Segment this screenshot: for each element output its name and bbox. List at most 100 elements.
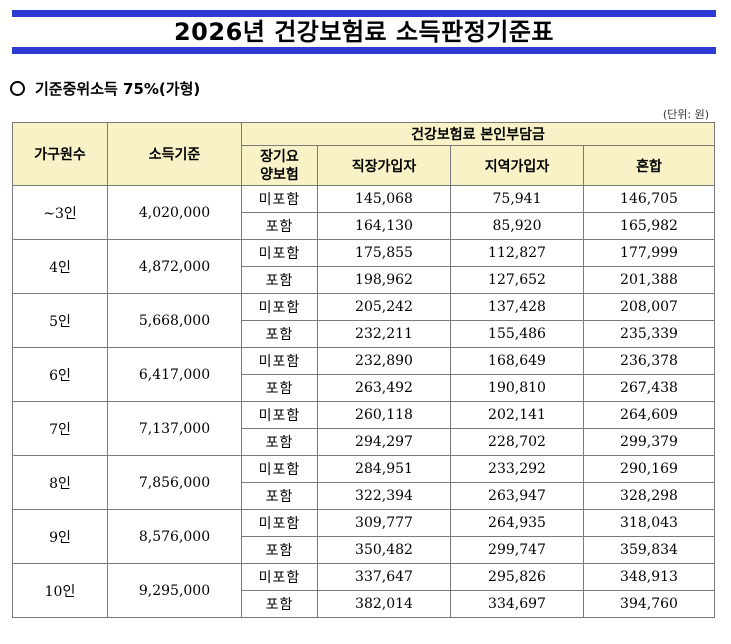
table-row: 포함 164,130 85,920 165,982 bbox=[13, 212, 715, 240]
ltc-cell: 미포함 bbox=[241, 293, 318, 321]
header-regional: 지역가입자 bbox=[450, 145, 584, 186]
regional-cell: 127,652 bbox=[450, 266, 584, 294]
workplace-cell: 232,890 bbox=[317, 347, 451, 375]
mixed-cell: 146,705 bbox=[583, 185, 715, 213]
table-row: 포함 263,492 190,810 267,438 bbox=[13, 374, 715, 402]
section-heading-text: 기준중위소득 75%(가형) bbox=[35, 80, 201, 98]
regional-cell: 168,649 bbox=[450, 347, 584, 375]
ltc-cell: 미포함 bbox=[241, 563, 318, 591]
header-household: 가구원수 bbox=[12, 122, 108, 186]
income-cell: 4,020,000 bbox=[107, 185, 242, 240]
header-income: 소득기준 bbox=[107, 122, 242, 186]
table-row: 4인 4,872,000 미포함 175,855 112,827 177,999 bbox=[12, 239, 715, 294]
ltc-cell: 포함 bbox=[241, 374, 318, 402]
workplace-cell: 309,777 bbox=[317, 509, 451, 537]
title-bar-bottom bbox=[12, 47, 716, 54]
workplace-cell: 260,118 bbox=[317, 401, 451, 429]
mixed-cell: 267,438 bbox=[583, 374, 715, 402]
workplace-cell: 145,068 bbox=[317, 185, 451, 213]
mixed-cell: 359,834 bbox=[583, 536, 715, 564]
mixed-cell: 318,043 bbox=[583, 509, 715, 537]
mixed-cell: 394,760 bbox=[583, 590, 715, 618]
ltc-cell: 포함 bbox=[241, 536, 318, 564]
workplace-cell: 205,242 bbox=[317, 293, 451, 321]
circle-bullet-icon bbox=[10, 81, 25, 96]
table-row: 8인 7,856,000 미포함 284,951 233,292 290,169 bbox=[12, 455, 715, 510]
section-heading: 기준중위소득 75%(가형) bbox=[10, 78, 200, 99]
unit-note: (단위: 원) bbox=[662, 108, 709, 121]
ltc-cell: 포함 bbox=[241, 266, 318, 294]
header-premium-group: 건강보험료 본인부담금 bbox=[241, 122, 715, 146]
income-cell: 8,576,000 bbox=[107, 509, 242, 564]
title-bar-top bbox=[12, 10, 716, 17]
mixed-cell: 208,007 bbox=[583, 293, 715, 321]
mixed-cell: 348,913 bbox=[583, 563, 715, 591]
household-cell: 8인 bbox=[12, 455, 108, 510]
table-row: 5인 5,668,000 미포함 205,242 137,428 208,007 bbox=[12, 293, 715, 348]
ltc-cell: 포함 bbox=[241, 482, 318, 510]
regional-cell: 263,947 bbox=[450, 482, 584, 510]
mixed-cell: 299,379 bbox=[583, 428, 715, 456]
mixed-cell: 165,982 bbox=[583, 212, 715, 240]
workplace-cell: 350,482 bbox=[317, 536, 451, 564]
ltc-cell: 포함 bbox=[241, 428, 318, 456]
regional-cell: 334,697 bbox=[450, 590, 584, 618]
mixed-cell: 177,999 bbox=[583, 239, 715, 267]
regional-cell: 75,941 bbox=[450, 185, 584, 213]
ltc-cell: 포함 bbox=[241, 320, 318, 348]
household-cell: 6인 bbox=[12, 347, 108, 402]
regional-cell: 190,810 bbox=[450, 374, 584, 402]
regional-cell: 202,141 bbox=[450, 401, 584, 429]
table-row: 포함 232,211 155,486 235,339 bbox=[13, 320, 715, 348]
household-cell: 9인 bbox=[12, 509, 108, 564]
income-cell: 7,856,000 bbox=[107, 455, 242, 510]
income-cell: 5,668,000 bbox=[107, 293, 242, 348]
workplace-cell: 263,492 bbox=[317, 374, 451, 402]
workplace-cell: 382,014 bbox=[317, 590, 451, 618]
income-criteria-table: 가구원수 소득기준 건강보험료 본인부담금 장기요 양보험 직장가입자 지역가입… bbox=[12, 122, 715, 618]
income-cell: 9,295,000 bbox=[107, 563, 242, 618]
regional-cell: 155,486 bbox=[450, 320, 584, 348]
ltc-cell: 포함 bbox=[241, 590, 318, 618]
regional-cell: 112,827 bbox=[450, 239, 584, 267]
income-cell: 4,872,000 bbox=[107, 239, 242, 294]
household-cell: ~3인 bbox=[12, 185, 108, 240]
regional-cell: 228,702 bbox=[450, 428, 584, 456]
table-row: ~3인 4,020,000 미포함 145,068 75,941 146,705 bbox=[12, 185, 715, 240]
table-row: 포함 322,394 263,947 328,298 bbox=[13, 482, 715, 510]
mixed-cell: 264,609 bbox=[583, 401, 715, 429]
ltc-cell: 미포함 bbox=[241, 455, 318, 483]
ltc-cell: 미포함 bbox=[241, 509, 318, 537]
table-row: 7인 7,137,000 미포함 260,118 202,141 264,609 bbox=[12, 401, 715, 456]
header-ltc-line2: 양보험 bbox=[260, 166, 299, 183]
ltc-cell: 미포함 bbox=[241, 239, 318, 267]
ltc-cell: 미포함 bbox=[241, 401, 318, 429]
workplace-cell: 198,962 bbox=[317, 266, 451, 294]
regional-cell: 233,292 bbox=[450, 455, 584, 483]
workplace-cell: 164,130 bbox=[317, 212, 451, 240]
workplace-cell: 294,297 bbox=[317, 428, 451, 456]
title-banner: 2026년 건강보험료 소득판정기준표 bbox=[12, 10, 716, 54]
mixed-cell: 235,339 bbox=[583, 320, 715, 348]
table-row: 포함 198,962 127,652 201,388 bbox=[13, 266, 715, 294]
header-ltc-line1: 장기요 bbox=[260, 148, 299, 165]
ltc-cell: 포함 bbox=[241, 212, 318, 240]
regional-cell: 295,826 bbox=[450, 563, 584, 591]
table-row: 포함 350,482 299,747 359,834 bbox=[13, 536, 715, 564]
header-workplace: 직장가입자 bbox=[317, 145, 451, 186]
regional-cell: 137,428 bbox=[450, 293, 584, 321]
household-cell: 10인 bbox=[12, 563, 108, 618]
header-mixed: 혼합 bbox=[583, 145, 715, 186]
table-row: 10인 9,295,000 미포함 337,647 295,826 348,913 bbox=[12, 563, 715, 618]
header-ltc: 장기요 양보험 bbox=[241, 145, 318, 186]
household-cell: 7인 bbox=[12, 401, 108, 456]
ltc-cell: 미포함 bbox=[241, 185, 318, 213]
income-cell: 7,137,000 bbox=[107, 401, 242, 456]
table-row: 9인 8,576,000 미포함 309,777 264,935 318,043 bbox=[12, 509, 715, 564]
workplace-cell: 322,394 bbox=[317, 482, 451, 510]
mixed-cell: 236,378 bbox=[583, 347, 715, 375]
regional-cell: 299,747 bbox=[450, 536, 584, 564]
page-title: 2026년 건강보험료 소득판정기준표 bbox=[173, 18, 555, 46]
regional-cell: 85,920 bbox=[450, 212, 584, 240]
household-cell: 4인 bbox=[12, 239, 108, 294]
